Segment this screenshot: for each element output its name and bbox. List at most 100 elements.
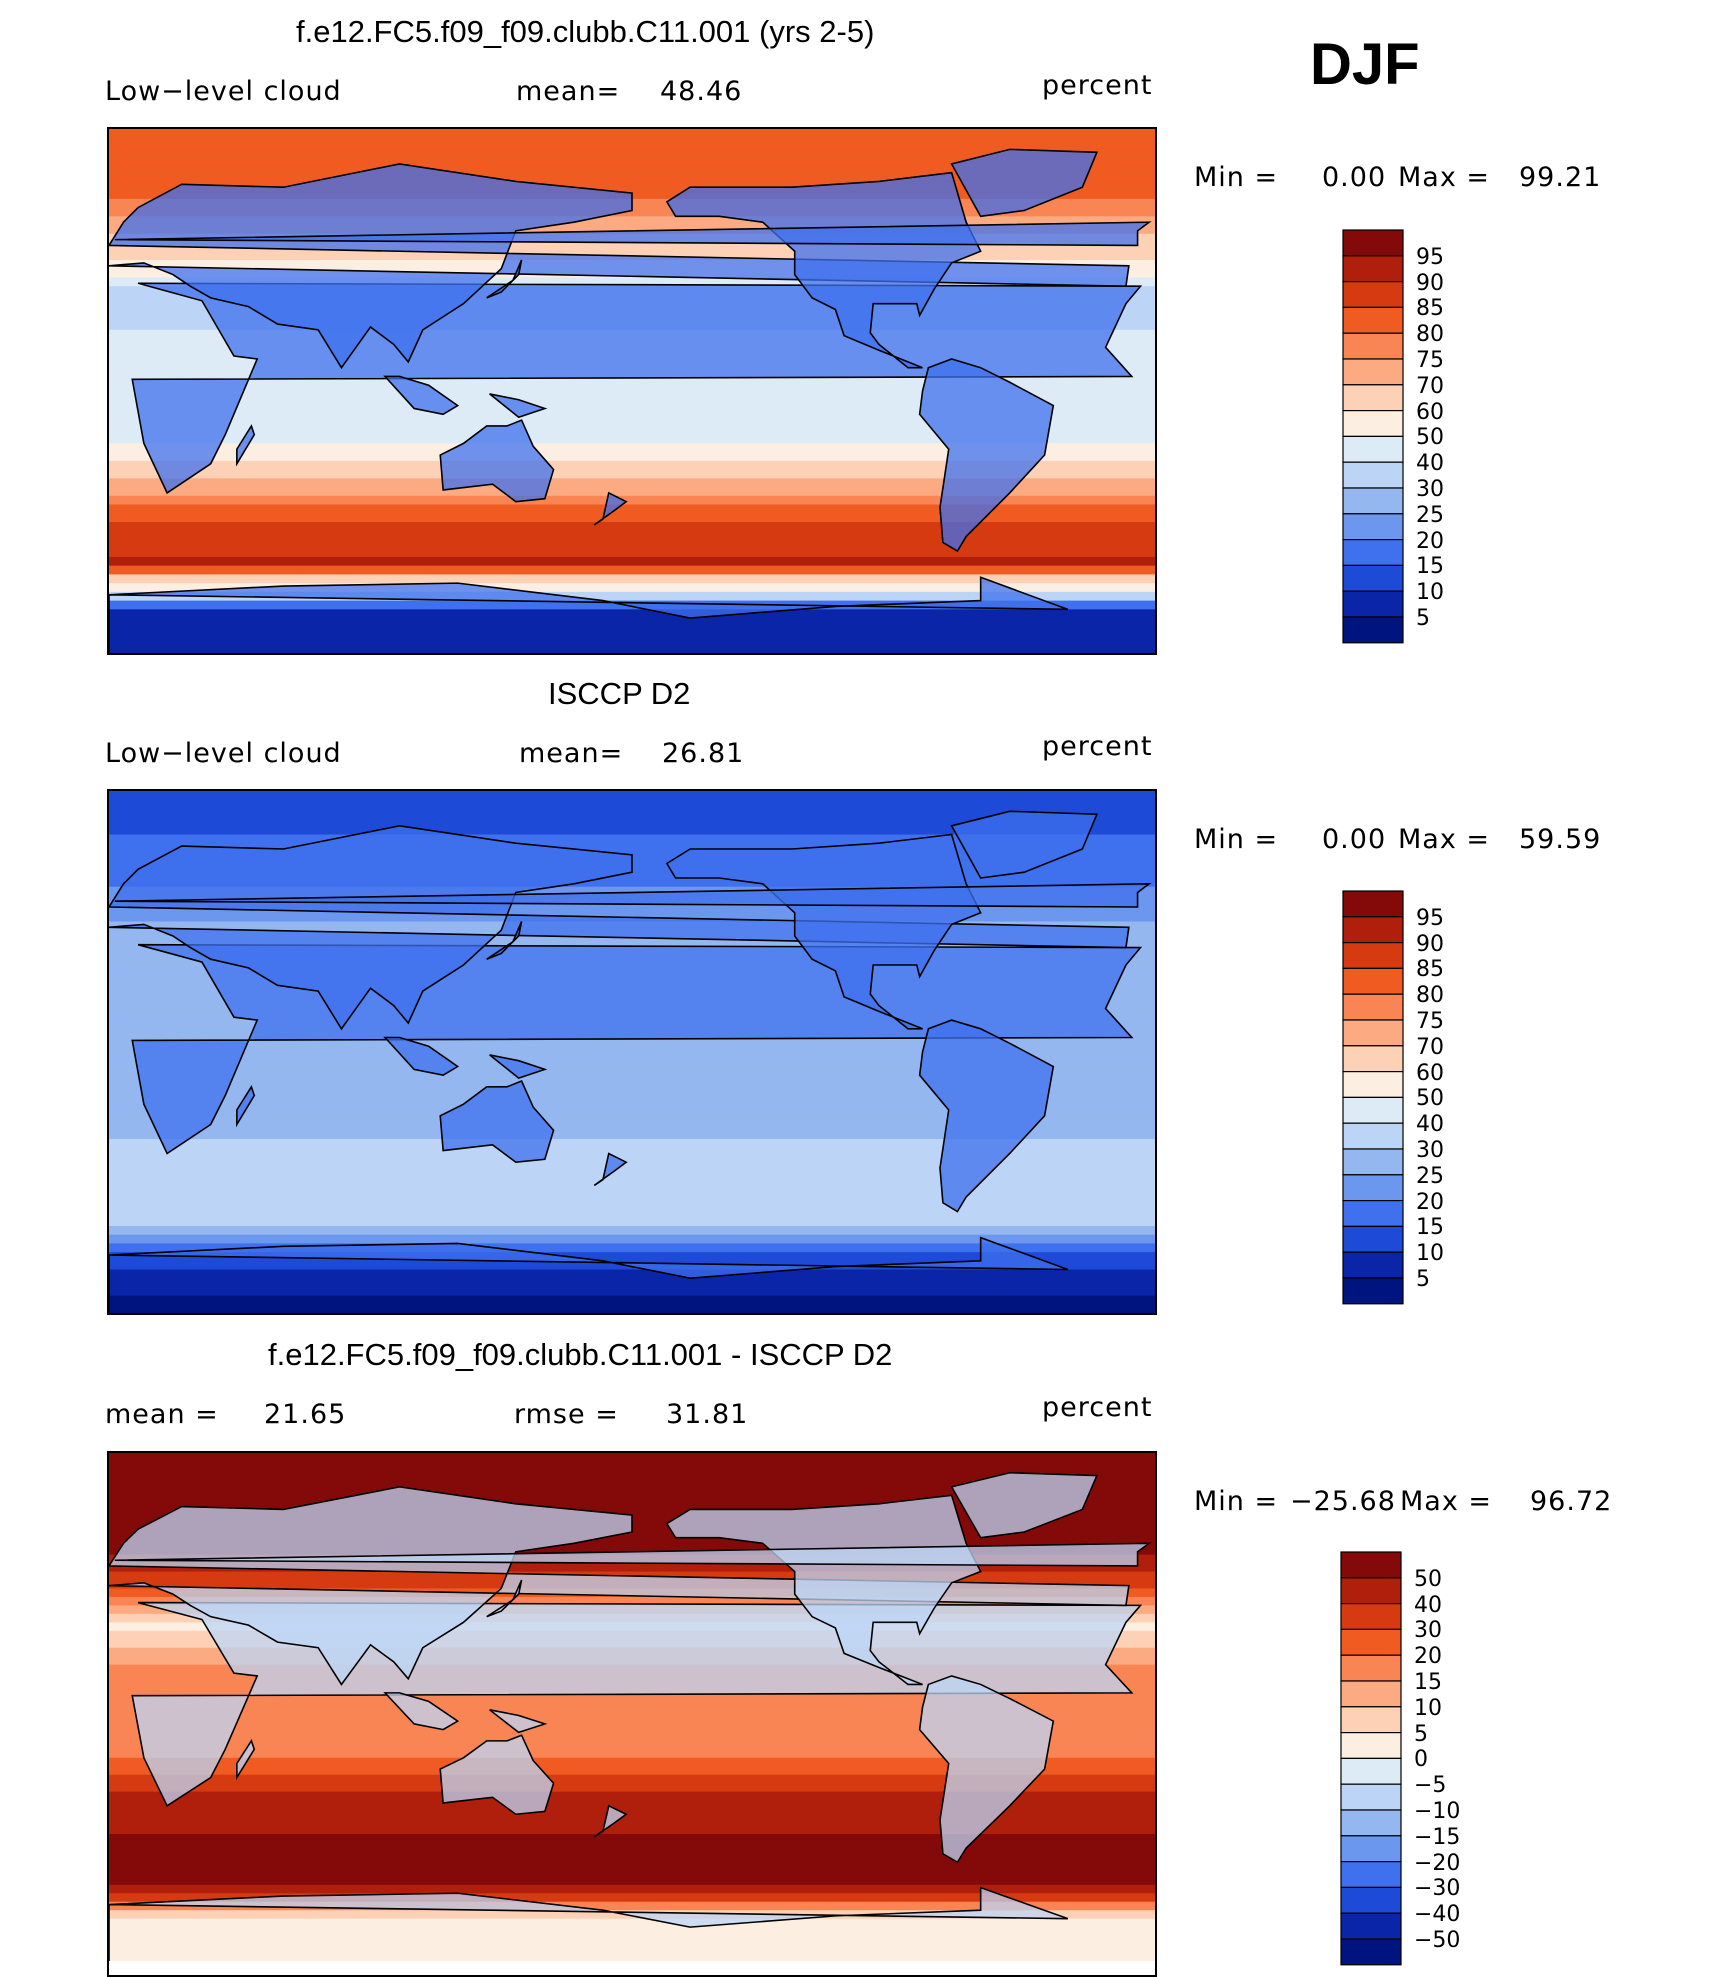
panel-2-max-label: Max = xyxy=(1398,824,1491,855)
zonal-band xyxy=(109,1269,1155,1279)
colorbar-tick-label: 30 xyxy=(1414,1618,1442,1644)
colorbar-swatch xyxy=(1342,1045,1404,1073)
zonal-band xyxy=(109,1757,1155,1767)
panel-3-colorbar: 50 40 30 20 15 10 5 0 −5 −10 −15 −20 −30 −40 −50 xyxy=(1340,1551,1480,1968)
zonal-band xyxy=(109,1453,1155,1463)
zonal-band xyxy=(109,556,1155,567)
panel-2-units: percent xyxy=(1042,731,1153,762)
colorbar-swatch xyxy=(1340,1809,1402,1837)
zonal-band xyxy=(109,1884,1155,1894)
colorbar-tick-label: 5 xyxy=(1416,606,1430,631)
panel-3-map xyxy=(107,1451,1157,1977)
panel-2-max-value: 59.59 xyxy=(1519,824,1602,855)
zonal-band xyxy=(109,1842,1155,1852)
zonal-band xyxy=(109,904,1155,914)
zonal-band xyxy=(109,1901,1155,1911)
zonal-band xyxy=(109,443,1155,453)
colorbar-swatch xyxy=(1342,487,1404,515)
coastline xyxy=(109,1236,1069,1313)
panel-1-colorbar: 95 90 85 80 75 70 60 50 40 30 25 20 15 10 5 xyxy=(1342,229,1482,646)
panel-2-map xyxy=(107,789,1157,1315)
colorbar-tick-label: −20 xyxy=(1414,1850,1461,1876)
zonal-band xyxy=(109,583,1155,593)
panel-1-max-label: Max = xyxy=(1398,162,1491,193)
colorbar-tick-label: −40 xyxy=(1414,1902,1461,1928)
zonal-band xyxy=(109,1952,1155,1961)
zonal-band xyxy=(109,1104,1155,1114)
zonal-band xyxy=(109,938,1155,949)
zonal-band xyxy=(109,1732,1155,1742)
coastline xyxy=(383,375,460,416)
zonal-band xyxy=(109,1139,1155,1149)
zonal-band xyxy=(109,843,1155,853)
zonal-band xyxy=(109,434,1155,444)
colorbar-swatch xyxy=(1342,564,1404,592)
colorbar-tick-label: 75 xyxy=(1416,1009,1444,1034)
colorbar-swatch xyxy=(1342,358,1404,386)
zonal-band xyxy=(109,504,1155,514)
zonal-band xyxy=(109,1783,1155,1793)
zonal-band xyxy=(109,1286,1155,1297)
panel-1-variable-label: Low−level cloud xyxy=(105,76,342,107)
zonal-band xyxy=(109,181,1155,191)
colorbar-tick-label: 0 xyxy=(1414,1747,1428,1773)
zonal-band xyxy=(109,1469,1155,1479)
zonal-band xyxy=(109,417,1155,427)
zonal-band xyxy=(109,1740,1155,1750)
colorbar-swatch xyxy=(1342,461,1404,489)
coastline xyxy=(489,393,548,419)
panel-3-rmse-value: 31.81 xyxy=(666,1399,749,1430)
zonal-band xyxy=(109,1226,1155,1236)
zonal-band xyxy=(109,399,1155,410)
zonal-band xyxy=(109,1707,1155,1717)
zonal-band xyxy=(109,1173,1155,1184)
colorbar-tick-label: 70 xyxy=(1416,373,1444,399)
zonal-band xyxy=(109,626,1155,637)
colorbar-tick-label: 15 xyxy=(1416,554,1444,580)
panel-1-mean-label: mean= xyxy=(516,76,621,107)
zonal-band xyxy=(109,1774,1155,1784)
coastline xyxy=(950,1471,1099,1539)
panel-1-units: percent xyxy=(1042,70,1153,101)
colorbar-swatch xyxy=(1340,1912,1402,1940)
colorbar-tick-label: 30 xyxy=(1416,477,1444,502)
panel-1-min-label: Min = xyxy=(1194,162,1279,193)
zonal-band xyxy=(109,469,1155,479)
zonal-band xyxy=(109,1165,1155,1175)
zonal-band xyxy=(109,799,1155,809)
zonal-band xyxy=(109,1121,1155,1131)
zonal-band xyxy=(109,1486,1155,1496)
coastline xyxy=(486,921,523,960)
colorbar-swatch xyxy=(1342,916,1404,944)
colorbar-tick-label: 70 xyxy=(1416,1034,1444,1060)
colorbar-tick-label: −5 xyxy=(1414,1773,1447,1799)
panel-2-mean-value: 26.81 xyxy=(662,738,745,769)
colorbar-swatch xyxy=(1340,1783,1402,1811)
coastline xyxy=(236,424,256,467)
zonal-band xyxy=(109,565,1155,575)
coastline xyxy=(665,171,982,369)
panel-3-min-label: Min = xyxy=(1194,1486,1279,1517)
zonal-band xyxy=(109,1112,1155,1123)
colorbar-tick-label: 85 xyxy=(1416,296,1444,322)
colorbar-tick-label: −30 xyxy=(1414,1876,1461,1902)
panel-3-rmse-label: rmse = xyxy=(514,1399,619,1430)
panel-3-max-value: 96.72 xyxy=(1530,1486,1613,1517)
colorbar-swatch xyxy=(1342,332,1404,360)
zonal-band xyxy=(109,1749,1155,1759)
zonal-band xyxy=(109,548,1155,558)
colorbar-swatch xyxy=(1340,1551,1402,1579)
zonal-band xyxy=(109,382,1155,392)
colorbar-swatch xyxy=(1342,993,1404,1021)
zonal-band xyxy=(109,129,1155,139)
panel-3-max-label: Max = xyxy=(1400,1486,1493,1517)
colorbar-tick-label: 95 xyxy=(1416,244,1444,270)
colorbar-swatch xyxy=(1342,435,1404,463)
zonal-band xyxy=(109,635,1155,645)
colorbar-swatch xyxy=(1340,1732,1402,1760)
zonal-band xyxy=(109,1800,1155,1810)
zonal-band xyxy=(109,1495,1155,1505)
zonal-band xyxy=(109,1766,1155,1776)
panel-1-max-value: 99.21 xyxy=(1519,162,1602,193)
panel-3-units: percent xyxy=(1042,1392,1153,1423)
